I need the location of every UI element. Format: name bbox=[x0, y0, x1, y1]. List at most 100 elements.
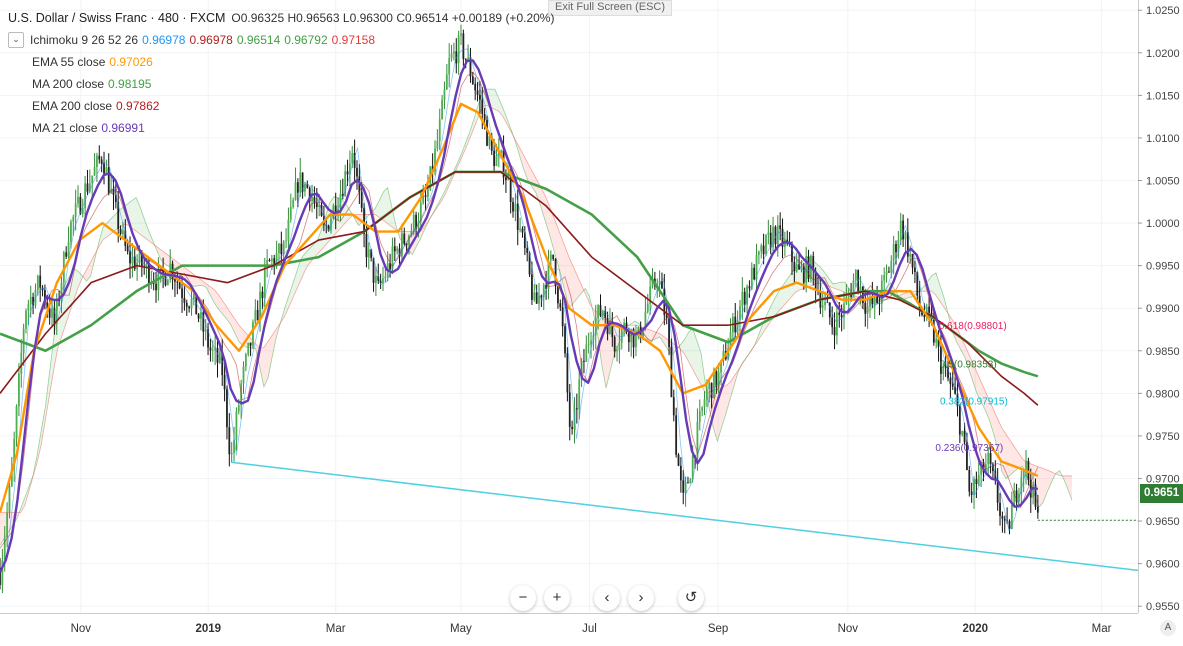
candle-body bbox=[396, 248, 399, 252]
candle-body bbox=[379, 280, 382, 284]
candle-body bbox=[389, 263, 391, 270]
candle-body bbox=[923, 314, 926, 318]
candle-body bbox=[599, 305, 602, 316]
candle-body bbox=[311, 197, 313, 202]
time-tick-label: Nov bbox=[71, 623, 92, 635]
candle-body bbox=[29, 296, 32, 305]
indicator-row[interactable]: MA 200 close 0.98195 bbox=[8, 73, 554, 95]
cloud-segment bbox=[375, 200, 380, 218]
fib-level-label: 0.382(0.97915) bbox=[940, 397, 1008, 408]
price-tick-label: 0.9900 bbox=[1146, 303, 1180, 315]
candle-body bbox=[1034, 484, 1037, 507]
indicator-value: 0.97026 bbox=[109, 55, 153, 69]
candle-body bbox=[916, 272, 919, 296]
scroll-left-button[interactable]: ‹ bbox=[594, 585, 620, 611]
candle-body bbox=[805, 256, 808, 283]
candle-body bbox=[441, 99, 443, 120]
candle-body bbox=[114, 194, 117, 203]
candle-body bbox=[767, 232, 770, 235]
reset-chart-button[interactable]: ↺ bbox=[678, 585, 704, 611]
candle-body bbox=[252, 322, 254, 346]
candle-body bbox=[644, 311, 647, 329]
candle-body bbox=[122, 230, 124, 234]
time-axis[interactable]: Nov 2019 Mar May Jul Sep Nov 2020 Mar bbox=[0, 613, 1138, 636]
candle-body bbox=[438, 119, 441, 142]
candle-body bbox=[940, 346, 942, 374]
candle-body bbox=[192, 293, 195, 300]
cloud-segment bbox=[548, 203, 553, 246]
cloud-segment bbox=[647, 328, 652, 341]
scroll-right-button[interactable]: › bbox=[628, 585, 654, 611]
price-tick-label: 0.9800 bbox=[1146, 388, 1180, 400]
auto-scale-button[interactable]: A bbox=[1160, 620, 1176, 636]
candle-body bbox=[285, 240, 287, 242]
candle-body bbox=[954, 386, 957, 394]
candle-body bbox=[261, 291, 264, 299]
candle-body bbox=[713, 370, 715, 399]
candle-body bbox=[675, 415, 678, 455]
candle-body bbox=[372, 257, 375, 283]
candle-body bbox=[672, 397, 675, 416]
candle-body bbox=[727, 348, 730, 360]
candle-body bbox=[32, 296, 34, 306]
candle-body bbox=[854, 270, 857, 281]
collapse-indicators-icon[interactable]: ⌄ bbox=[8, 32, 24, 48]
price-tick-label: 0.9950 bbox=[1146, 261, 1180, 273]
candle-body bbox=[391, 246, 394, 270]
candle-body bbox=[398, 248, 401, 257]
candle-body bbox=[408, 235, 410, 245]
indicator-label: Ichimoku 9 26 52 26 bbox=[30, 33, 139, 47]
candle-body bbox=[871, 297, 874, 304]
cloud-segment bbox=[935, 272, 941, 302]
cloud-segment bbox=[24, 486, 29, 506]
candle-body bbox=[980, 462, 983, 475]
candle-body bbox=[188, 306, 191, 309]
candle-body bbox=[1008, 521, 1011, 529]
indicator-row[interactable]: ⌄ Ichimoku 9 26 52 26 0.96978 0.96978 0.9651… bbox=[8, 29, 554, 51]
candle-body bbox=[211, 349, 214, 351]
cloud-segment bbox=[696, 340, 701, 385]
candle-body bbox=[665, 314, 668, 319]
candle-body bbox=[249, 342, 252, 346]
candle-body bbox=[802, 266, 805, 283]
candle-body bbox=[190, 299, 193, 309]
indicator-row[interactable]: MA 21 close 0.96991 bbox=[8, 117, 554, 139]
candle-body bbox=[100, 159, 103, 164]
cloud-segment bbox=[960, 335, 965, 357]
indicator-value: 0.96978 bbox=[189, 33, 233, 47]
candle-body bbox=[140, 252, 143, 267]
candle-body bbox=[53, 308, 56, 325]
price-axis[interactable]: 0.9550 0.9600 0.9650 0.9700 0.9750 0.9800 0.98… bbox=[1138, 0, 1183, 646]
candle-body bbox=[594, 318, 597, 336]
zoom-out-button[interactable]: − bbox=[510, 585, 536, 611]
exit-fullscreen-button[interactable]: Exit Full Screen (ESC) bbox=[548, 0, 673, 16]
candle-body bbox=[618, 342, 621, 351]
candle-body bbox=[833, 327, 836, 336]
indicator-row[interactable]: EMA 200 close 0.97862 bbox=[8, 95, 554, 117]
candle-body bbox=[549, 254, 552, 261]
candle-body bbox=[131, 256, 134, 264]
candle-body bbox=[710, 382, 713, 399]
candle-body bbox=[216, 347, 219, 363]
zoom-in-button[interactable]: + bbox=[544, 585, 570, 611]
cloud-segment bbox=[111, 214, 116, 234]
time-tick-label: Sep bbox=[708, 623, 728, 635]
cloud-segment bbox=[498, 98, 504, 117]
cloud-segment bbox=[828, 278, 833, 288]
candle-body bbox=[13, 438, 16, 468]
indicator-row[interactable]: EMA 55 close 0.97026 bbox=[8, 51, 554, 73]
cloud-segment bbox=[45, 373, 50, 420]
candle-body bbox=[762, 245, 765, 255]
candle-body bbox=[233, 440, 235, 453]
candle-body bbox=[649, 286, 652, 304]
candle-body bbox=[687, 482, 689, 484]
chart-nav-bar: − + ‹ › ↺ bbox=[510, 585, 706, 611]
candle-body bbox=[942, 367, 945, 374]
candle-body bbox=[204, 329, 207, 332]
candle-body bbox=[327, 225, 330, 231]
candle-body bbox=[448, 58, 451, 75]
candle-body bbox=[25, 310, 27, 329]
candle-body bbox=[526, 247, 529, 253]
candle-body bbox=[197, 314, 200, 319]
